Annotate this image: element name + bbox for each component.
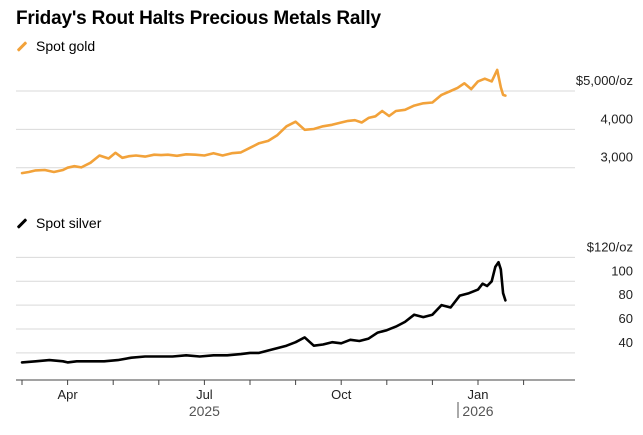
gold-legend-label: Spot gold bbox=[36, 38, 96, 54]
gold-y-tick-label: 4,000 bbox=[600, 111, 633, 126]
x-year-label: 2026 bbox=[462, 403, 493, 419]
x-tick-label: Oct bbox=[331, 387, 352, 402]
silver-y-tick-label: 100 bbox=[611, 263, 633, 278]
gold-series-line bbox=[20, 68, 507, 175]
silver-legend-label: Spot silver bbox=[36, 215, 102, 231]
chart-title: Friday's Rout Halts Precious Metals Rall… bbox=[16, 8, 381, 29]
x-tick-label: Jan bbox=[468, 387, 489, 402]
silver-series-line bbox=[20, 260, 507, 364]
silver-y-tick-label: 60 bbox=[619, 311, 633, 326]
x-tick-label: Apr bbox=[57, 387, 78, 402]
gold-y-tick-label: $5,000/oz bbox=[576, 73, 633, 88]
gold-y-tick-label: 3,000 bbox=[600, 150, 633, 165]
silver-y-tick-label: 40 bbox=[619, 335, 633, 350]
x-year-label: 2025 bbox=[189, 403, 220, 419]
x-tick-label: Jul bbox=[196, 387, 213, 402]
silver-legend: Spot silver bbox=[16, 215, 101, 231]
gold-legend: Spot gold bbox=[16, 38, 95, 54]
silver-y-tick-label: $120/oz bbox=[587, 239, 633, 254]
silver-y-tick-label: 80 bbox=[619, 287, 633, 302]
